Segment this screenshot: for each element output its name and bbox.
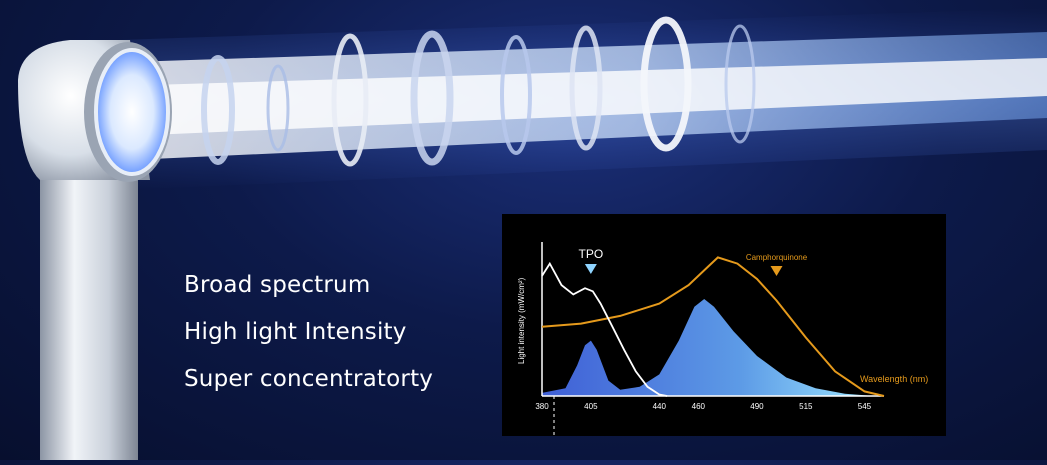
- marker-triangle: [770, 266, 783, 276]
- camphorquinone-curve: [541, 256, 885, 397]
- feature-concentration: Super concentratorty: [184, 366, 434, 392]
- tpo-curve: [541, 261, 668, 397]
- x-tick-label: 460: [692, 402, 706, 411]
- x-tick-labels: 380 405 440 460 490 515 545: [535, 402, 871, 411]
- y-axis-label: Light intensity (mW/cm²): [517, 277, 526, 364]
- x-axis-label: Wavelength (nm): [860, 374, 928, 384]
- curing-light-handpiece: [18, 40, 172, 465]
- marker-label: Camphorquinone: [746, 253, 808, 262]
- x-tick-label: 380: [535, 402, 549, 411]
- spectrum-chart-svg: 380 405 440 460 490 515 545 TPO Camphorquinone …: [517, 242, 928, 436]
- x-tick-label: 545: [858, 402, 872, 411]
- marker-label: TPO: [579, 247, 604, 261]
- light-beam: [120, 8, 1047, 190]
- feature-broad-spectrum: Broad spectrum: [184, 272, 371, 298]
- x-tick-label: 515: [799, 402, 813, 411]
- optical-lens-stack: [201, 16, 756, 167]
- feature-high-intensity: High light Intensity: [184, 319, 407, 345]
- x-tick-label: 490: [750, 402, 764, 411]
- spectrum-chart: 380 405 440 460 490 515 545 TPO Camphorquinone …: [502, 214, 946, 436]
- marker-triangle: [584, 264, 597, 274]
- peak-markers: TPO Camphorquinone: [579, 247, 808, 276]
- emission-area: [542, 299, 875, 396]
- x-tick-label: 440: [653, 402, 667, 411]
- feature-list: Broad spectrum High light Intensity Supe…: [184, 272, 484, 413]
- x-tick-label: 405: [584, 402, 598, 411]
